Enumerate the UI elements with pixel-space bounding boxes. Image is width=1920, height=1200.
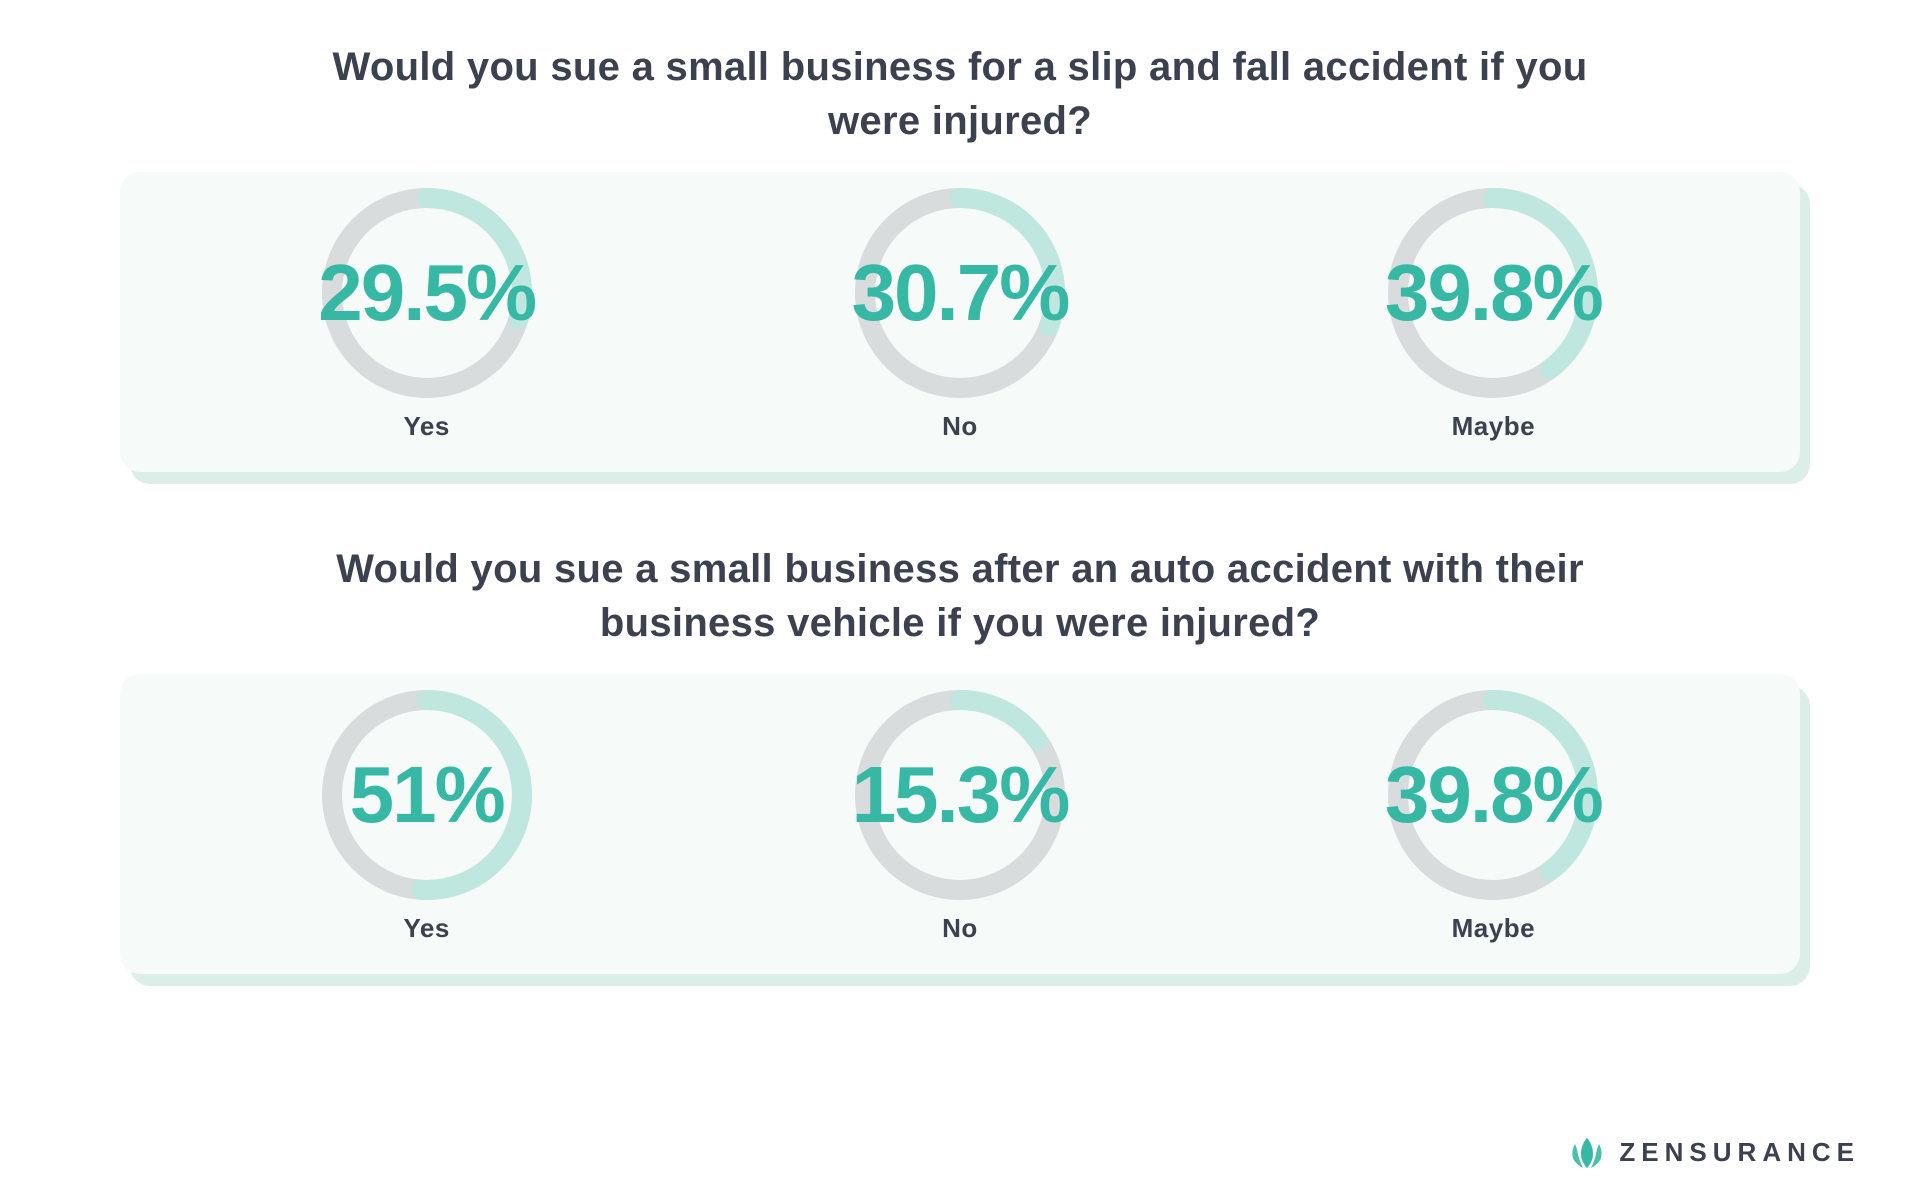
stat-maybe: 39.8% Maybe bbox=[1227, 183, 1760, 442]
stat-yes: 29.5% Yes bbox=[160, 183, 693, 442]
stat-maybe: 39.8% Maybe bbox=[1227, 685, 1760, 944]
pct-label: 15.3% bbox=[770, 685, 1150, 905]
brand-logo-icon bbox=[1569, 1134, 1605, 1170]
donut-gauge: 15.3% bbox=[850, 685, 1070, 905]
brand-footer: ZENSURANCE bbox=[1569, 1134, 1860, 1170]
answer-label: Maybe bbox=[1452, 913, 1535, 944]
question-title: Would you sue a small business after an … bbox=[310, 542, 1610, 650]
question-title: Would you sue a small business for a sli… bbox=[310, 40, 1610, 148]
pct-label: 30.7% bbox=[770, 183, 1150, 403]
answer-label: Maybe bbox=[1452, 411, 1535, 442]
brand-name: ZENSURANCE bbox=[1619, 1137, 1860, 1168]
answer-label: No bbox=[942, 411, 978, 442]
donut-gauge: 51% bbox=[317, 685, 537, 905]
answer-label: Yes bbox=[404, 913, 450, 944]
stat-no: 30.7% No bbox=[694, 183, 1227, 442]
pct-label: 51% bbox=[237, 685, 617, 905]
donut-gauge: 30.7% bbox=[850, 183, 1070, 403]
stats-card: 51% Yes 15.3% No bbox=[120, 674, 1800, 974]
answer-label: Yes bbox=[404, 411, 450, 442]
stats-card: 29.5% Yes 30.7% No bbox=[120, 172, 1800, 472]
donut-gauge: 39.8% bbox=[1383, 183, 1603, 403]
donut-gauge: 29.5% bbox=[317, 183, 537, 403]
pct-label: 39.8% bbox=[1303, 685, 1683, 905]
question-block-2: Would you sue a small business after an … bbox=[120, 542, 1800, 974]
pct-label: 29.5% bbox=[237, 183, 617, 403]
question-block-1: Would you sue a small business for a sli… bbox=[120, 40, 1800, 472]
donut-gauge: 39.8% bbox=[1383, 685, 1603, 905]
pct-label: 39.8% bbox=[1303, 183, 1683, 403]
stat-no: 15.3% No bbox=[694, 685, 1227, 944]
answer-label: No bbox=[942, 913, 978, 944]
stat-yes: 51% Yes bbox=[160, 685, 693, 944]
infographic-page: Would you sue a small business for a sli… bbox=[0, 0, 1920, 1200]
